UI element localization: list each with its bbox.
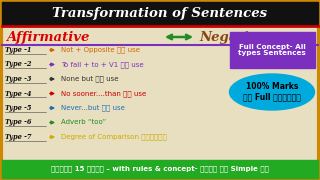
- Text: Type -4: Type -4: [5, 89, 31, 98]
- Text: None but का use: None but का use: [61, 76, 118, 82]
- Text: Not + Opposite का use: Not + Opposite का use: [61, 47, 140, 53]
- Text: Type -5: Type -5: [5, 104, 31, 112]
- Ellipse shape: [229, 74, 315, 110]
- Text: 100% Marks
की Full गारंटी: 100% Marks की Full गारंटी: [243, 82, 301, 102]
- Text: Degree of Comparison द्वारा: Degree of Comparison द्वारा: [61, 134, 167, 140]
- Text: Transformation of Sentences: Transformation of Sentences: [52, 8, 268, 21]
- Text: Type -6: Type -6: [5, 118, 31, 127]
- Text: Type -1: Type -1: [5, 46, 31, 54]
- Text: Type -2: Type -2: [5, 60, 31, 69]
- Bar: [2, 160, 318, 178]
- Text: Negative: Negative: [199, 30, 265, 44]
- Text: सिर्फ 15 मिनट – with rules & concept- बहुत ही Simple है: सिर्फ 15 मिनट – with rules & concept- बह…: [51, 166, 269, 172]
- Text: No sooner....than का use: No sooner....than का use: [61, 90, 146, 97]
- Text: Never...but का use: Never...but का use: [61, 105, 125, 111]
- Text: Type -7: Type -7: [5, 133, 31, 141]
- Bar: [2, 2, 318, 25]
- Text: Full Concept- All
types Sentences: Full Concept- All types Sentences: [238, 44, 306, 57]
- Bar: [230, 32, 315, 68]
- Text: Type -3: Type -3: [5, 75, 31, 83]
- Text: To fail + to + V1 का use: To fail + to + V1 का use: [61, 61, 144, 68]
- Text: Affirmative: Affirmative: [6, 30, 89, 44]
- Text: Adverb “too”: Adverb “too”: [61, 120, 106, 125]
